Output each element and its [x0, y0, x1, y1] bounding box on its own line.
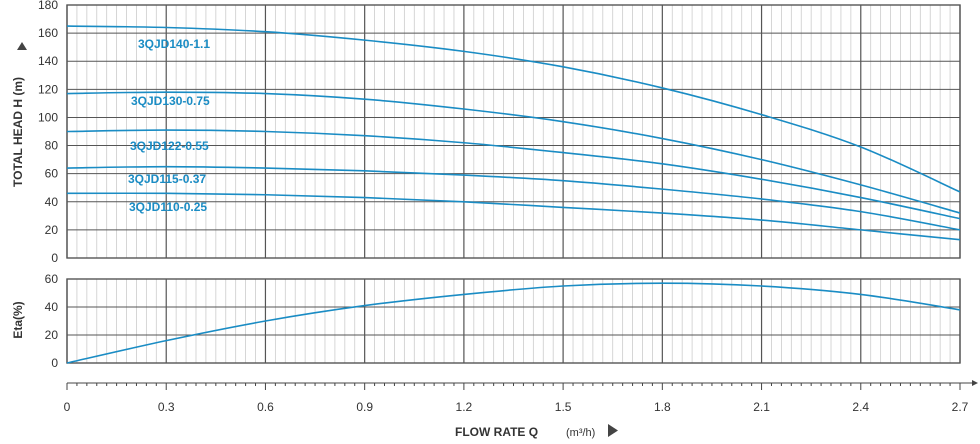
x-tick-label: 0.3 [158, 400, 175, 414]
head-y-tick-label: 40 [45, 195, 59, 209]
eta-y-tick-label: 60 [45, 272, 59, 286]
head-series-line [66, 165, 961, 231]
head-y-tick-label: 60 [45, 167, 59, 181]
head-y-tick-label: 20 [45, 223, 59, 237]
head-chart-panel: 0 20 40 60 80 100 120 140 160 180 3QJD140-1.1 3QJD1… [38, 0, 961, 265]
eta-y-tick-label: 40 [45, 300, 59, 314]
series-label: 3QJD122-0.55 [130, 139, 209, 153]
x-tick-label: 2.7 [952, 400, 969, 414]
flow-rate-axis: 0 0.3 0.6 0.9 1.2 1.5 1.8 2.1 2.4 2.7 [64, 380, 978, 414]
flow-rate-arrow-icon [608, 424, 618, 437]
head-y-tick-label: 120 [38, 82, 58, 96]
x-tick-label: 0 [64, 400, 71, 414]
x-tick-label: 1.8 [654, 400, 671, 414]
x-tick-label: 1.5 [555, 400, 572, 414]
series-label: 3QJD140-1.1 [138, 37, 210, 51]
head-series-line [66, 129, 961, 220]
eta-axis-label: Eta(%) [11, 301, 25, 338]
series-label: 3QJD110-0.25 [129, 200, 207, 214]
series-label: 3QJD130-0.75 [131, 94, 210, 108]
head-axis-label: TOTAL HEAD H (m) [11, 77, 25, 187]
head-y-tick-label: 180 [38, 0, 58, 12]
eta-y-tick-label: 0 [51, 356, 58, 370]
eta-y-tick-label: 20 [45, 328, 59, 342]
head-y-tick-label: 100 [38, 110, 58, 124]
head-y-tick-label: 160 [38, 26, 58, 40]
x-tick-label: 1.2 [456, 400, 473, 414]
eta-series-line [66, 282, 961, 364]
x-tick-label: 2.1 [753, 400, 770, 414]
efficiency-chart-panel: 0 20 40 60 [45, 272, 961, 370]
x-tick-label: 0.6 [257, 400, 274, 414]
flow-rate-unit-label: (m³/h) [566, 427, 595, 439]
flow-rate-axis-label: FLOW RATE Q [455, 425, 538, 439]
x-tick-label: 2.4 [852, 400, 869, 414]
head-series-line [66, 25, 961, 193]
head-y-tick-label: 0 [51, 251, 58, 265]
head-axis-arrow-icon [17, 42, 27, 50]
x-axis-arrowhead-icon [972, 380, 978, 386]
head-y-tick-label: 80 [45, 139, 59, 153]
head-series-line [66, 91, 961, 214]
head-series-line [66, 192, 961, 241]
head-y-tick-label: 140 [38, 54, 58, 68]
x-tick-label: 0.9 [356, 400, 373, 414]
eta-plot-frame [66, 278, 961, 364]
series-label: 3QJD115-0.37 [128, 172, 206, 186]
